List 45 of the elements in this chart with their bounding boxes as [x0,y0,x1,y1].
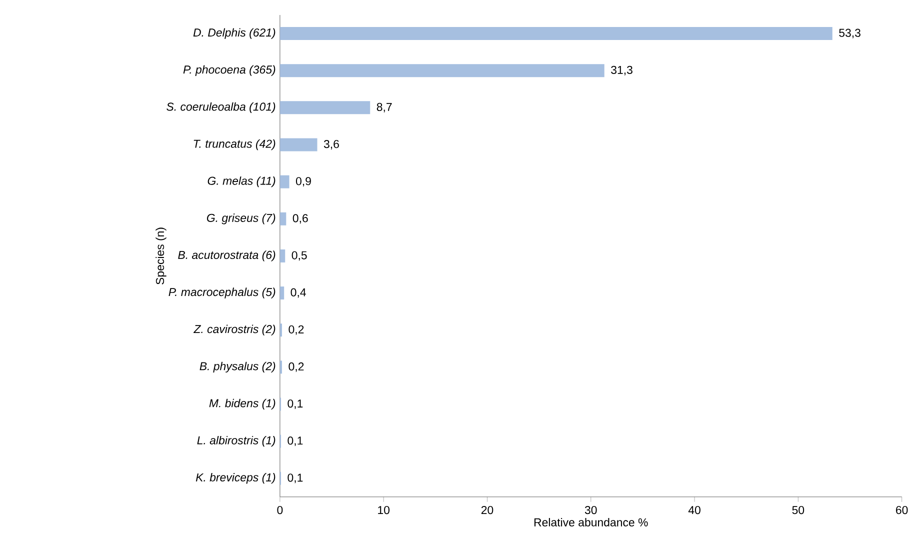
x-tick-label: 10 [378,506,390,514]
x-tick-label: 30 [584,506,597,514]
x-tick-label: 60 [896,506,908,514]
y-tick-label: P. macrocephalus (5) [168,288,276,298]
x-axis-title: Relative abundance % [534,518,648,526]
y-tick-label: Z. cavirostris (2) [193,324,276,336]
bar [280,64,604,78]
y-tick-label: T. truncatus (42) [194,139,276,150]
data-label: 0,1 [288,400,303,410]
y-tick-label: B. physalus (2) [200,362,276,373]
y-tick-label: P. phocoena (365) [183,65,276,76]
data-label: 0,4 [290,288,306,298]
y-axis-title: Species (n) [156,228,166,284]
y-tick-label: G. melas (11) [208,176,276,188]
x-tick-label: 50 [792,506,804,514]
data-label: 8,7 [376,102,392,112]
y-tick-label: M. bidens (1) [209,398,276,410]
bar [280,175,290,188]
bar [280,250,286,263]
y-tick-label: L. albirostris (1) [197,436,276,447]
data-label: 31,3 [611,66,632,76]
data-label: 0,1 [288,436,303,446]
data-label: 53,3 [839,28,860,38]
y-tick-label: S. coeruleoalba (101) [166,102,276,114]
bar [280,101,370,114]
bar [280,360,282,374]
bar [280,286,284,300]
y-tick-label: D. Delphis (621) [193,28,276,39]
y-tick-label: K. breviceps (1) [196,473,276,484]
data-label: 0,9 [296,177,311,187]
bar [280,324,282,337]
bar [280,138,318,152]
bar [280,212,286,226]
x-tick-label: 40 [688,506,700,514]
x-tick-label: 20 [481,506,494,514]
data-label: 0,6 [292,214,308,224]
y-tick-label: G. griseus (7) [206,214,276,224]
data-label: 0,2 [288,362,304,372]
data-label: 0,5 [292,251,307,261]
y-tick-label: B. acutorostrata (6) [178,250,276,262]
x-tick-label: 0 [277,506,283,514]
data-label: 3,6 [324,140,339,150]
data-label: 0,1 [288,474,303,484]
data-label: 0,2 [288,325,304,335]
bar [280,27,832,40]
